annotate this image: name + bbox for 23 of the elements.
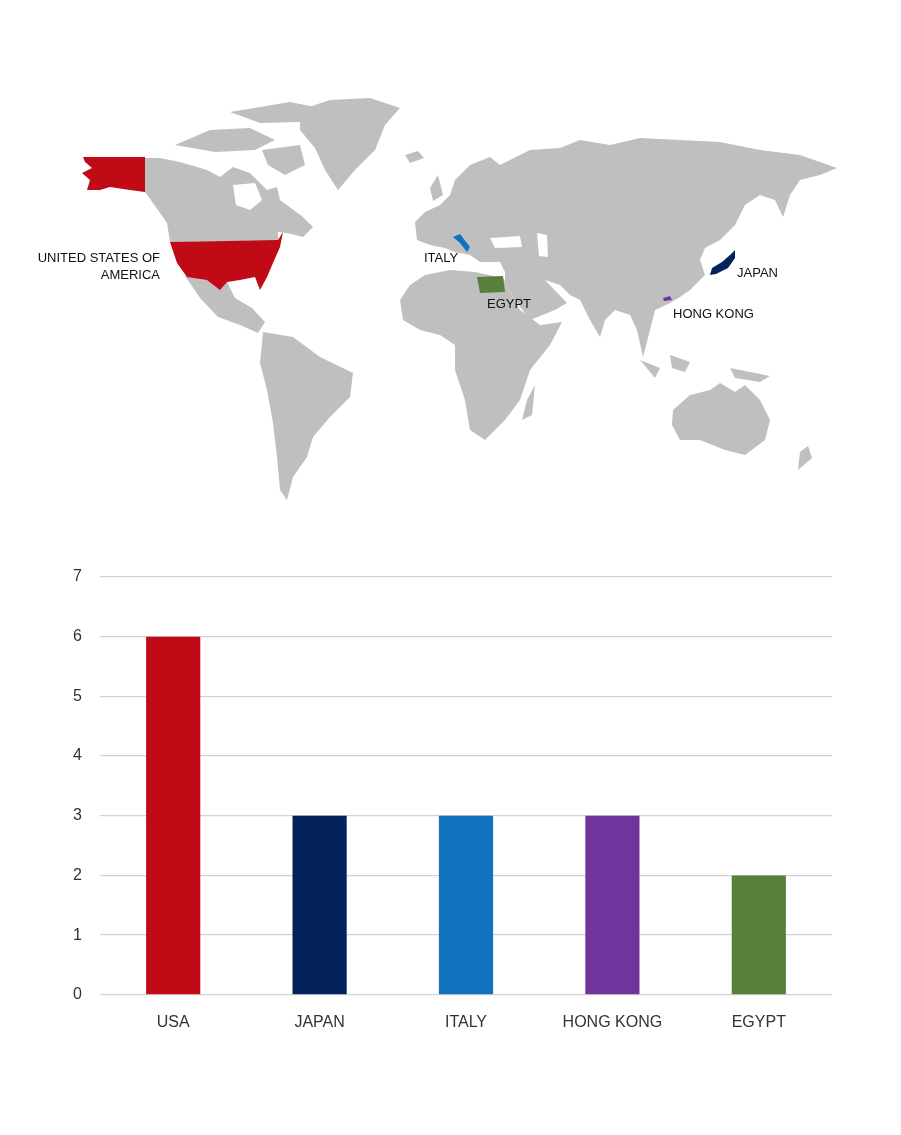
x-tick-label: USA <box>156 1012 190 1030</box>
x-tick-label: JAPAN <box>294 1012 345 1030</box>
x-tick-label: HONG KONG <box>562 1012 663 1030</box>
category-label: HONG KONG <box>673 305 754 322</box>
category-label: EGYPT <box>487 295 532 312</box>
y-tick-label: 3 <box>73 806 83 824</box>
y-tick-label: 7 <box>73 567 83 585</box>
y-tick-label: 1 <box>73 925 83 943</box>
y-tick-label: 5 <box>73 686 83 704</box>
y-tick-label: 6 <box>73 627 83 645</box>
bar <box>731 875 786 995</box>
y-tick-label: 0 <box>73 985 83 1003</box>
category-label: UNITED STATES OF AMERICA <box>36 249 160 283</box>
x-tick-label: EGYPT <box>731 1012 787 1030</box>
y-tick-label: 2 <box>73 865 83 883</box>
bar <box>585 815 640 995</box>
bar <box>292 815 347 995</box>
y-tick-label: 4 <box>73 746 83 764</box>
bar <box>146 636 201 995</box>
category-label: ITALY <box>424 249 459 266</box>
bar <box>438 815 494 995</box>
category-label: JAPAN <box>737 264 778 281</box>
x-tick-label: ITALY <box>444 1012 488 1030</box>
